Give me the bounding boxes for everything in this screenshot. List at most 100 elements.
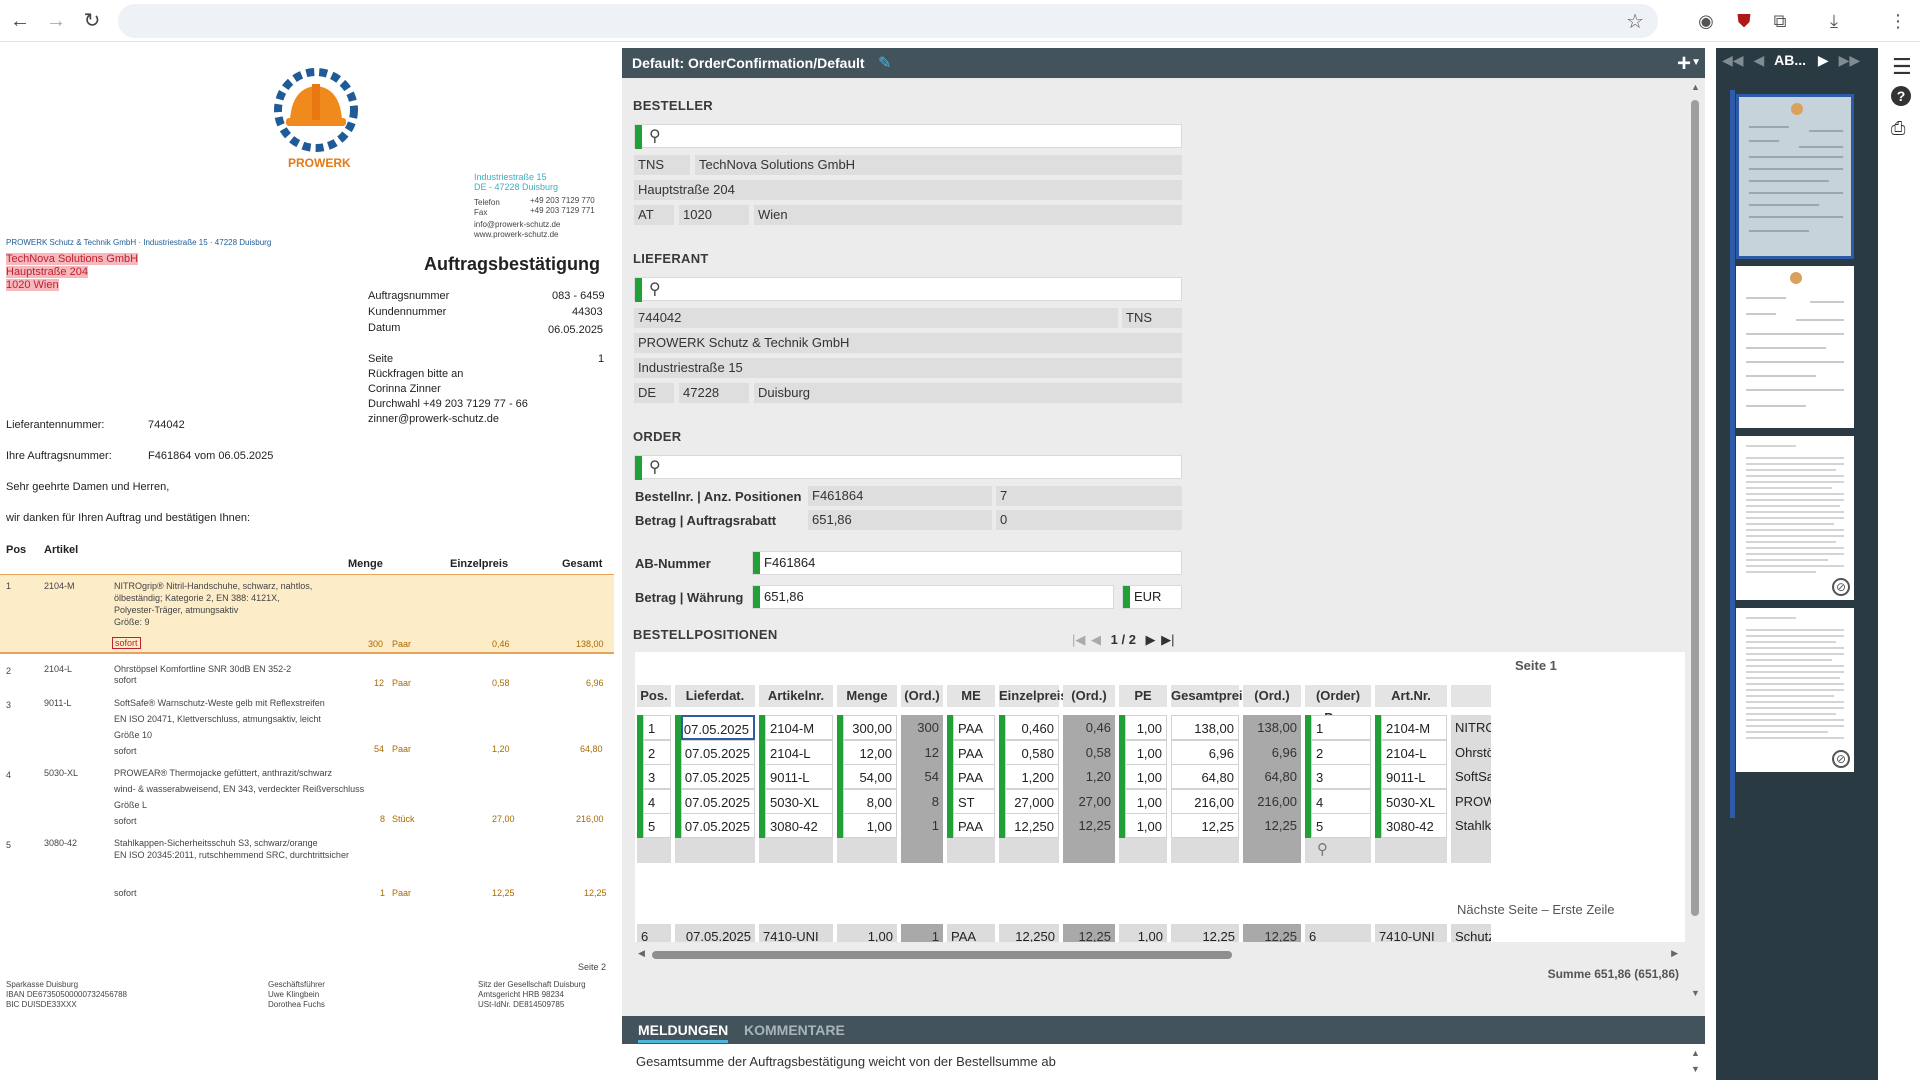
table-cell[interactable]: 5030-XL — [1381, 788, 1447, 814]
column-header[interactable]: Menge — [837, 685, 897, 707]
chevron-down-icon[interactable]: ▼ — [1691, 57, 1701, 68]
table-cell[interactable]: 300,00 — [843, 715, 897, 740]
betrag-input[interactable]: 651,86 — [752, 585, 1114, 609]
table-cell[interactable]: 216,00 — [1243, 788, 1301, 814]
table-cell[interactable]: 0,460 — [1005, 715, 1059, 740]
table-cell[interactable]: 5 — [1311, 813, 1371, 839]
search-icon[interactable]: ⚲ — [649, 128, 661, 145]
bestellnr-value[interactable]: F461864 — [808, 486, 992, 506]
table-cell[interactable]: PROWEAR — [1451, 788, 1491, 814]
column-header[interactable]: Gesamtpreis — [1171, 685, 1250, 707]
browser-menu-icon[interactable]: ⋮ — [1889, 11, 1907, 31]
table-cell[interactable]: 1,00 — [1125, 813, 1167, 839]
table-cell[interactable]: Stahlkappe — [1451, 813, 1491, 839]
table-cell[interactable]: 8 — [901, 788, 943, 814]
column-header[interactable]: PE — [1119, 685, 1167, 707]
table-cell[interactable]: 9011-L — [1381, 764, 1447, 790]
besteller-street[interactable]: Hauptstraße 204 — [634, 180, 1182, 200]
table-cell[interactable]: 54 — [901, 764, 943, 790]
table-cell[interactable]: 3 — [1311, 764, 1371, 790]
table-cell[interactable]: 2104-M — [765, 715, 833, 740]
column-header[interactable]: (Order) Pos. — [1305, 685, 1371, 725]
first-page-icon[interactable]: |◀ — [1072, 632, 1086, 647]
reload-icon[interactable]: ↻ — [83, 10, 101, 32]
extension-shield-icon[interactable]: ⛊ — [1737, 11, 1751, 31]
table-cell[interactable]: 0,58 — [1063, 739, 1115, 765]
lieferant-zip[interactable]: 47228 — [679, 383, 749, 403]
prev-doc-icon[interactable]: ◀ — [1753, 52, 1765, 68]
table-cell[interactable]: 216,00 — [1171, 788, 1239, 814]
table-cell[interactable] — [837, 838, 897, 863]
table-cell[interactable]: PAA — [953, 715, 995, 740]
table-cell[interactable]: 1,200 — [1005, 764, 1059, 790]
column-header[interactable] — [1451, 685, 1491, 707]
tab-meldungen[interactable]: MELDUNGEN — [638, 1022, 729, 1043]
scroll-right-icon[interactable]: ▶ — [1671, 948, 1678, 958]
table-cell[interactable]: 300 — [901, 715, 943, 740]
table-cell[interactable]: 2 — [643, 739, 671, 765]
table-cell[interactable]: 1 — [901, 924, 943, 942]
last-page-icon[interactable]: ▶| — [1161, 632, 1175, 647]
table-cell[interactable]: 1,00 — [1125, 788, 1167, 814]
camera-icon[interactable]: ◉ — [1698, 11, 1714, 31]
order-search[interactable]: ⚲ — [634, 455, 1182, 480]
table-cell[interactable]: 5 — [643, 813, 671, 839]
table-cell[interactable]: 138,00 — [1243, 715, 1301, 740]
table-cell[interactable]: PAA — [953, 739, 995, 765]
table-cell[interactable]: Schutzbrille — [1451, 924, 1491, 942]
table-cell[interactable]: 6,96 — [1243, 739, 1301, 765]
besteller-country[interactable]: AT — [634, 205, 674, 225]
thumbnail-page-4[interactable]: ⊘ — [1736, 608, 1854, 772]
table-cell[interactable]: 7410-UNI — [759, 924, 833, 942]
column-header[interactable]: (Ord.) — [1243, 685, 1301, 707]
column-header[interactable]: (Ord.) — [1063, 685, 1115, 707]
table-cell[interactable]: 1,20 — [1063, 764, 1115, 790]
table-cell[interactable]: 1,00 — [837, 924, 897, 942]
table-cell[interactable]: 12 — [901, 739, 943, 765]
table-cell[interactable]: 3 — [643, 764, 671, 790]
bookmark-star-icon[interactable]: ☆ — [1626, 11, 1644, 33]
table-cell[interactable]: 1,00 — [843, 813, 897, 839]
besteller-name[interactable]: TechNova Solutions GmbH — [695, 155, 1182, 175]
table-cell[interactable] — [999, 838, 1059, 863]
excluded-page-icon[interactable]: ⊘ — [1832, 578, 1850, 596]
table-cell[interactable]: SoftSafe — [1451, 764, 1491, 790]
address-bar[interactable]: ☆ — [118, 4, 1658, 38]
table-cell[interactable]: 12,25 — [1063, 924, 1115, 942]
table-cell[interactable]: 07.05.2025 — [681, 813, 755, 839]
table-cell[interactable]: 8,00 — [843, 788, 897, 814]
table-cell[interactable] — [1451, 838, 1491, 863]
forward-arrow-icon[interactable]: → — [46, 10, 66, 32]
pencil-edit-icon[interactable]: ✎ — [878, 55, 892, 72]
table-cell[interactable]: 12,25 — [1171, 813, 1239, 839]
table-cell[interactable]: 07.05.2025 — [681, 715, 755, 740]
next-page-icon[interactable]: ▶ — [1145, 632, 1156, 647]
besteller-short[interactable]: TNS — [634, 155, 690, 175]
table-cell[interactable]: 138,00 — [1171, 715, 1239, 740]
lieferant-name[interactable]: PROWERK Schutz & Technik GmbH — [634, 333, 1182, 353]
tab-kommentare[interactable]: KOMMENTARE — [744, 1022, 845, 1038]
table-cell[interactable]: 4 — [1311, 788, 1371, 814]
table-cell[interactable]: 1,00 — [1125, 739, 1167, 765]
search-icon[interactable]: ⚲ — [649, 281, 661, 298]
table-cell[interactable]: 12,250 — [999, 924, 1059, 942]
table-cell[interactable]: 2 — [1311, 739, 1371, 765]
table-cell[interactable]: 0,46 — [1063, 715, 1115, 740]
first-doc-icon[interactable]: ◀◀ — [1722, 52, 1744, 68]
horizontal-scroll-thumb[interactable] — [652, 951, 1232, 959]
table-cell[interactable] — [1119, 838, 1167, 863]
table-cell[interactable]: 3080-42 — [1381, 813, 1447, 839]
vertical-scroll-thumb[interactable] — [1691, 100, 1699, 916]
lieferant-number[interactable]: 744042 — [634, 308, 1118, 328]
currency-input[interactable]: EUR — [1122, 585, 1182, 609]
message-scroll-down-icon[interactable]: ▼ — [1691, 1064, 1700, 1074]
table-cell[interactable]: 5030-XL — [765, 788, 833, 814]
table-cell[interactable]: 07.05.2025 — [675, 924, 755, 942]
table-cell[interactable]: 12,25 — [1063, 813, 1115, 839]
last-doc-icon[interactable]: ▶▶ — [1838, 52, 1861, 68]
table-cell[interactable] — [947, 838, 995, 863]
print-icon[interactable]: ⎙ — [1891, 118, 1906, 138]
table-cell[interactable]: 12,250 — [1005, 813, 1059, 839]
column-header[interactable]: Lieferdat. — [675, 685, 755, 707]
table-cell[interactable]: 12,00 — [843, 739, 897, 765]
